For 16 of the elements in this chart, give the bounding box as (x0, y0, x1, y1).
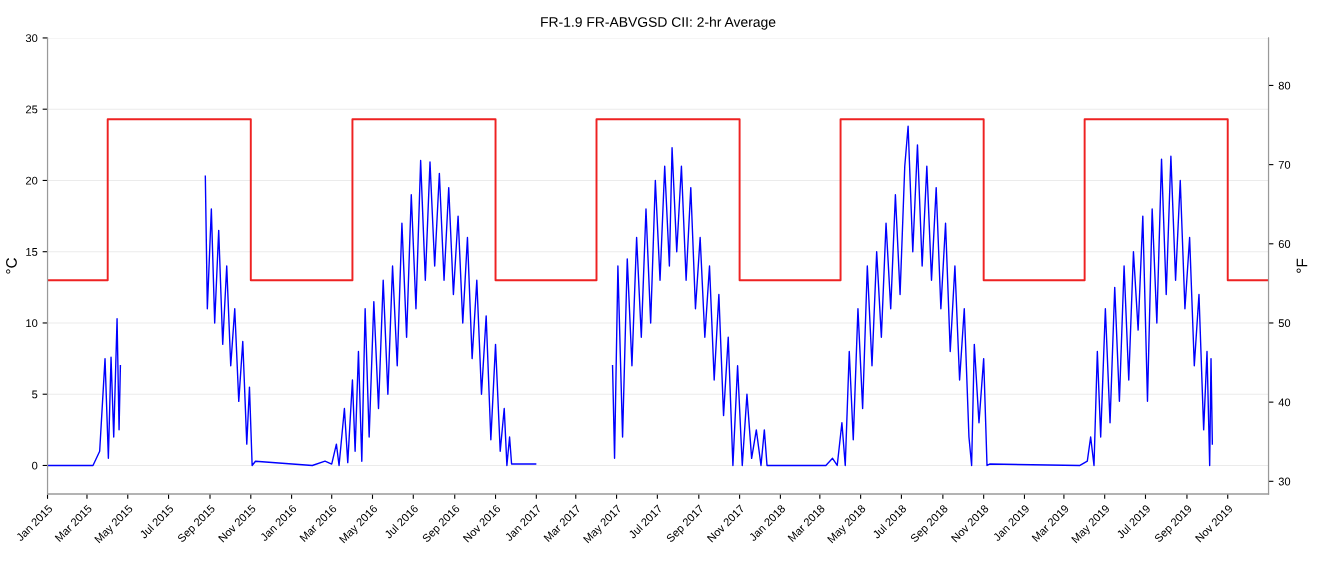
y-tick-label: 5 (32, 390, 38, 399)
y2-tick-label: 40 (1278, 398, 1291, 407)
y2-tick-label: 60 (1278, 240, 1291, 248)
y-tick-label: 20 (26, 176, 38, 185)
y-tick-label: 10 (26, 319, 38, 328)
y-tick-label: 0 (32, 461, 38, 470)
y2-tick-label: 50 (1278, 319, 1291, 328)
y2-tick-label: 70 (1278, 160, 1291, 169)
y2-tick-label: 80 (1278, 81, 1291, 90)
y2-tick-label: 30 (1278, 477, 1291, 486)
y-tick-label: 30 (25, 34, 38, 43)
y-tick-label: 15 (26, 248, 38, 256)
chart-title: FR-1.9 FR-ABVGSD CII: 2-hr Average (541, 16, 776, 30)
y2-axis-title: °F (1296, 258, 1308, 273)
y-tick-label: 25 (26, 105, 38, 114)
y-axis-title: °C (6, 257, 17, 274)
